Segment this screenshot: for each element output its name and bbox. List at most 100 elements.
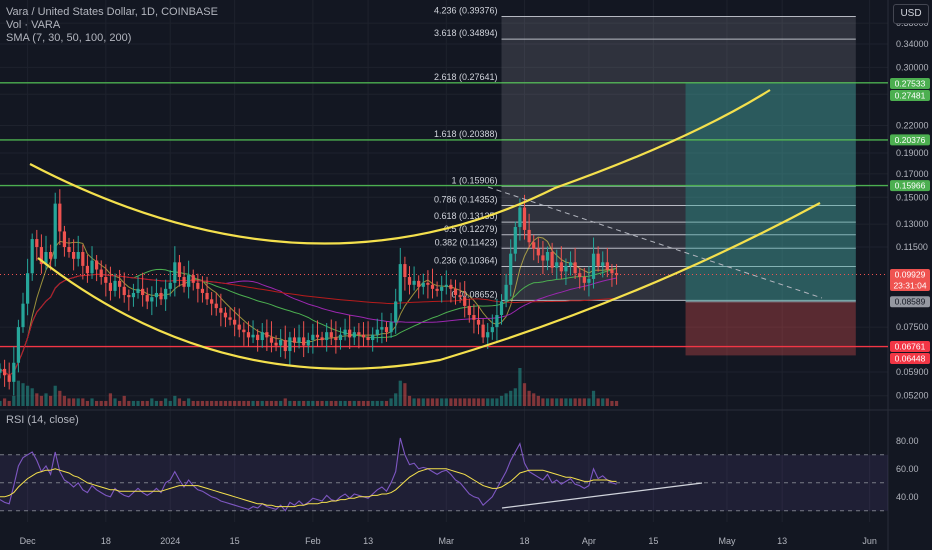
candle <box>614 264 619 285</box>
rsi-support-trendline <box>501 482 703 509</box>
time-tick-label: Feb <box>305 536 321 546</box>
volume-bar <box>205 400 209 406</box>
price-badge-countdown: 23:31:04 <box>893 281 926 291</box>
volume-bar <box>150 398 154 406</box>
volume-bar <box>187 398 191 406</box>
price-tick-label: 0.05200 <box>896 391 929 401</box>
candle <box>495 298 499 341</box>
candle <box>131 283 136 307</box>
candle <box>610 263 614 287</box>
candle-body <box>210 299 214 304</box>
volume-bar <box>311 400 315 406</box>
candle <box>435 281 439 297</box>
volume-bar <box>315 400 320 406</box>
candle <box>118 269 122 299</box>
price-badge: 0.20376 <box>890 134 930 146</box>
candle <box>205 276 209 306</box>
volume-bar <box>559 398 563 406</box>
volume-bar <box>348 400 352 406</box>
candle-body <box>297 337 301 343</box>
candle <box>504 273 508 308</box>
candle <box>81 244 85 280</box>
fib-level-label: 4.236 (0.39376) <box>434 5 498 15</box>
candle-body <box>315 334 320 338</box>
candle <box>21 292 25 333</box>
candle-body <box>265 332 269 338</box>
candle <box>12 346 16 396</box>
candle-body <box>0 368 2 373</box>
candle <box>555 249 559 280</box>
volume-bar <box>518 368 522 406</box>
candle <box>136 276 140 299</box>
price-tick-label: 0.05900 <box>896 367 929 377</box>
candle <box>219 293 223 327</box>
candle-body <box>564 265 568 272</box>
candle <box>348 315 352 349</box>
candle <box>532 234 536 261</box>
volume-bar <box>0 400 2 406</box>
time-tick-label: 18 <box>520 536 530 546</box>
candle-body <box>251 334 255 338</box>
volume-bar <box>279 400 283 406</box>
currency-button[interactable]: USD <box>893 4 929 24</box>
candle <box>472 304 476 334</box>
candle <box>550 242 554 274</box>
fib-level-label: 2.618 (0.27641) <box>434 72 498 82</box>
candle-body <box>104 277 108 283</box>
volume-bar <box>30 388 34 406</box>
volume-bar <box>329 400 333 406</box>
volume-bar <box>219 400 223 406</box>
candle-body <box>532 242 536 249</box>
volume-bar <box>251 400 255 406</box>
trend-drawings <box>29 89 823 370</box>
candle-body <box>72 251 76 259</box>
volume-bar <box>352 400 356 406</box>
volume-bar <box>12 395 16 406</box>
candle <box>72 239 76 271</box>
candle-body <box>228 317 232 320</box>
volume-bar <box>49 395 53 406</box>
candle <box>159 287 163 306</box>
volume-bar <box>444 398 448 406</box>
price-badge: 0.08589 <box>890 296 930 308</box>
rsi-legend: RSI (14, close) <box>6 414 79 426</box>
fib-level-label: 1 (0.15906) <box>451 175 497 185</box>
volume-bar <box>343 400 347 406</box>
candle-body <box>476 319 481 325</box>
candle-body <box>536 248 540 256</box>
candle <box>279 329 283 358</box>
candle <box>260 323 264 348</box>
volume-bar <box>532 393 536 406</box>
fib-level-label: 0 (0.08652) <box>451 289 497 299</box>
candle <box>49 244 53 271</box>
volume-bar <box>141 400 145 406</box>
volume-bar <box>338 400 343 406</box>
candle <box>214 292 218 316</box>
volume-bar <box>522 383 527 406</box>
price-badge-label: 0.08589 <box>895 297 926 307</box>
volume-bar <box>269 400 274 406</box>
candle-body <box>159 292 163 300</box>
candle-body <box>582 277 586 283</box>
candle-body <box>444 284 448 287</box>
candle <box>545 246 550 271</box>
volume-bar <box>76 398 80 406</box>
volume-bar <box>509 390 513 406</box>
price-badge-label: 0.09929 <box>895 270 926 280</box>
candle-body <box>122 286 126 296</box>
candle-body <box>366 337 370 341</box>
candle <box>407 266 412 295</box>
candle <box>559 246 563 280</box>
price-tick-label: 0.11500 <box>896 242 928 252</box>
candle <box>513 221 517 262</box>
fib-level-label: 0.618 (0.13135) <box>434 211 498 221</box>
candle-body <box>49 251 53 259</box>
candle-body <box>380 327 384 330</box>
candle <box>288 331 292 365</box>
volume-bar <box>136 400 140 406</box>
volume-bar <box>426 398 430 406</box>
candle-body <box>177 262 182 278</box>
candle-body <box>21 303 25 328</box>
candle <box>200 276 205 303</box>
